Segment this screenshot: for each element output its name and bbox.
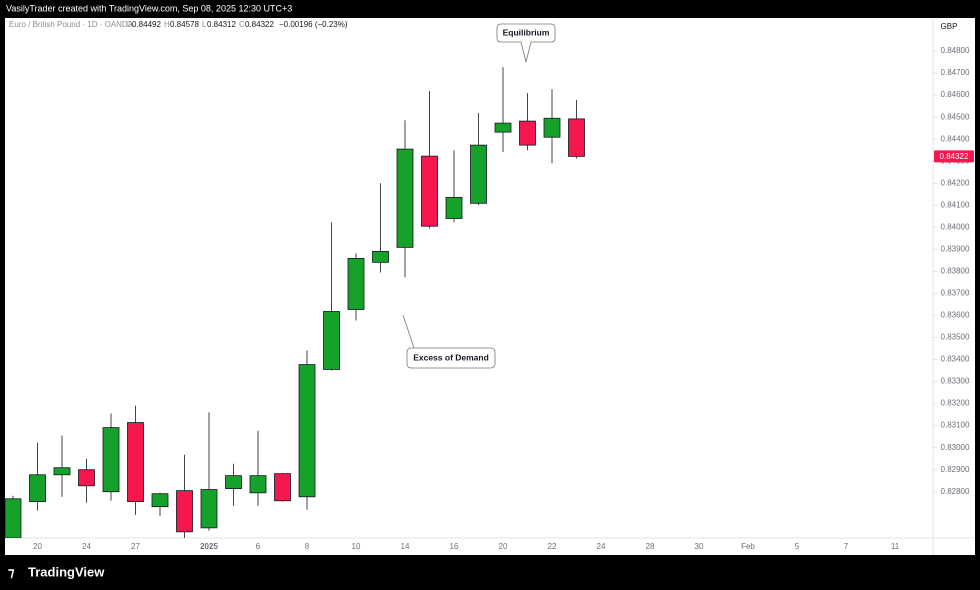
- x-tick-label: 10: [352, 542, 361, 551]
- y-tick-label: 0.84700: [941, 68, 970, 77]
- last-price-label: 0.84322: [940, 152, 969, 161]
- candle-body: [372, 250, 389, 263]
- x-tick-label: 20: [33, 542, 42, 551]
- candle-body: [225, 475, 242, 490]
- candle-body: [127, 422, 144, 503]
- y-tick-label: 0.83300: [941, 377, 970, 386]
- x-tick-label: Feb: [741, 542, 755, 551]
- y-tick-label: 0.84600: [941, 90, 970, 99]
- currency: GBP: [941, 22, 958, 31]
- candle-body: [274, 473, 291, 502]
- x-tick-label: 14: [401, 542, 410, 551]
- candle-body: [151, 493, 169, 508]
- y-tick-label: 0.84100: [941, 200, 970, 209]
- brand-mark: ⁊: [8, 564, 15, 579]
- x-tick-label: 30: [695, 542, 704, 551]
- symbol: Euro / British Pound · 1D · OANDA: [9, 20, 134, 29]
- legend: Euro / British Pound · 1D · OANDA O 0.84…: [9, 20, 348, 29]
- plot: [5, 67, 585, 538]
- x-tick-label: 28: [646, 542, 655, 551]
- candle-body: [494, 122, 512, 133]
- y-tick-label: 0.84400: [941, 134, 970, 143]
- x-tick-label: 2025: [200, 542, 218, 551]
- panel: [5, 18, 975, 555]
- x-tick-label: 11: [891, 542, 900, 551]
- candle-body: [396, 148, 414, 248]
- o-value: 0.84492: [132, 20, 161, 29]
- candle-body: [298, 364, 316, 498]
- candle-body: [568, 118, 585, 157]
- y-tick-label: 0.83200: [941, 399, 970, 408]
- y-tick-label: 0.83600: [941, 311, 970, 320]
- callout-pointer: [402, 314, 415, 349]
- candle-body: [29, 474, 46, 503]
- y-tick-label: 0.82800: [941, 487, 970, 496]
- y-tick-label: 0.83800: [941, 266, 970, 275]
- candle-body: [470, 144, 487, 204]
- y-tick-label: 0.84000: [941, 222, 970, 231]
- y-tick-label: 0.84500: [941, 112, 970, 121]
- annotation: Equilibrium: [503, 27, 550, 37]
- c-label: C: [239, 20, 245, 29]
- annotation: Excess of Demand: [413, 352, 489, 362]
- y-tick-label: 0.83100: [941, 421, 970, 430]
- candle-body: [249, 475, 267, 494]
- candle-body: [176, 490, 193, 533]
- y-tick-label: 0.84800: [941, 46, 970, 55]
- o-label: O: [126, 20, 132, 29]
- x-tick-label: 24: [597, 542, 606, 551]
- c-value: 0.84322: [245, 20, 274, 29]
- candle-body: [200, 489, 218, 529]
- candle-body: [519, 120, 536, 146]
- h-value: 0.84578: [170, 20, 199, 29]
- y-tick-label: 0.83000: [941, 443, 970, 452]
- x-tick-label: 8: [305, 542, 310, 551]
- candle-body: [102, 427, 120, 493]
- y-tick-label: 0.83500: [941, 333, 970, 342]
- brand: TradingView: [28, 564, 105, 579]
- candle-body: [78, 469, 95, 487]
- x-tick-label: 22: [548, 542, 557, 551]
- x-tick-label: 7: [844, 542, 849, 551]
- x-tick-label: 24: [82, 542, 91, 551]
- candle-body: [5, 498, 22, 538]
- callout-excess: [406, 347, 496, 369]
- l-value: 0.84312: [207, 20, 236, 29]
- x-tick-label: 6: [256, 542, 261, 551]
- x-tick-label: 20: [499, 542, 508, 551]
- h-label: H: [164, 20, 170, 29]
- y-tick-label: 0.83400: [941, 355, 970, 364]
- candle-body: [445, 196, 463, 219]
- last-price-box: [934, 150, 974, 163]
- y-tick-label: 0.83900: [941, 244, 970, 253]
- callout-equilibrium: [496, 23, 556, 63]
- candle-body: [53, 467, 71, 476]
- candle-body: [323, 311, 340, 370]
- x-tick-label: 16: [450, 542, 459, 551]
- candle-body: [543, 117, 561, 138]
- l-label: L: [202, 20, 207, 29]
- x-tick-label: 27: [131, 542, 140, 551]
- candle-body: [421, 155, 438, 227]
- candle-body: [347, 257, 365, 310]
- y-tick-label: 0.84200: [941, 178, 970, 187]
- change: −0.00196 (−0.23%): [279, 20, 348, 29]
- y-tick-label: 0.83700: [941, 289, 970, 298]
- author-line: VasilyTrader created with TradingView.co…: [6, 3, 292, 13]
- y-tick-label: 0.82900: [941, 465, 970, 474]
- x-tick-label: 5: [795, 542, 800, 551]
